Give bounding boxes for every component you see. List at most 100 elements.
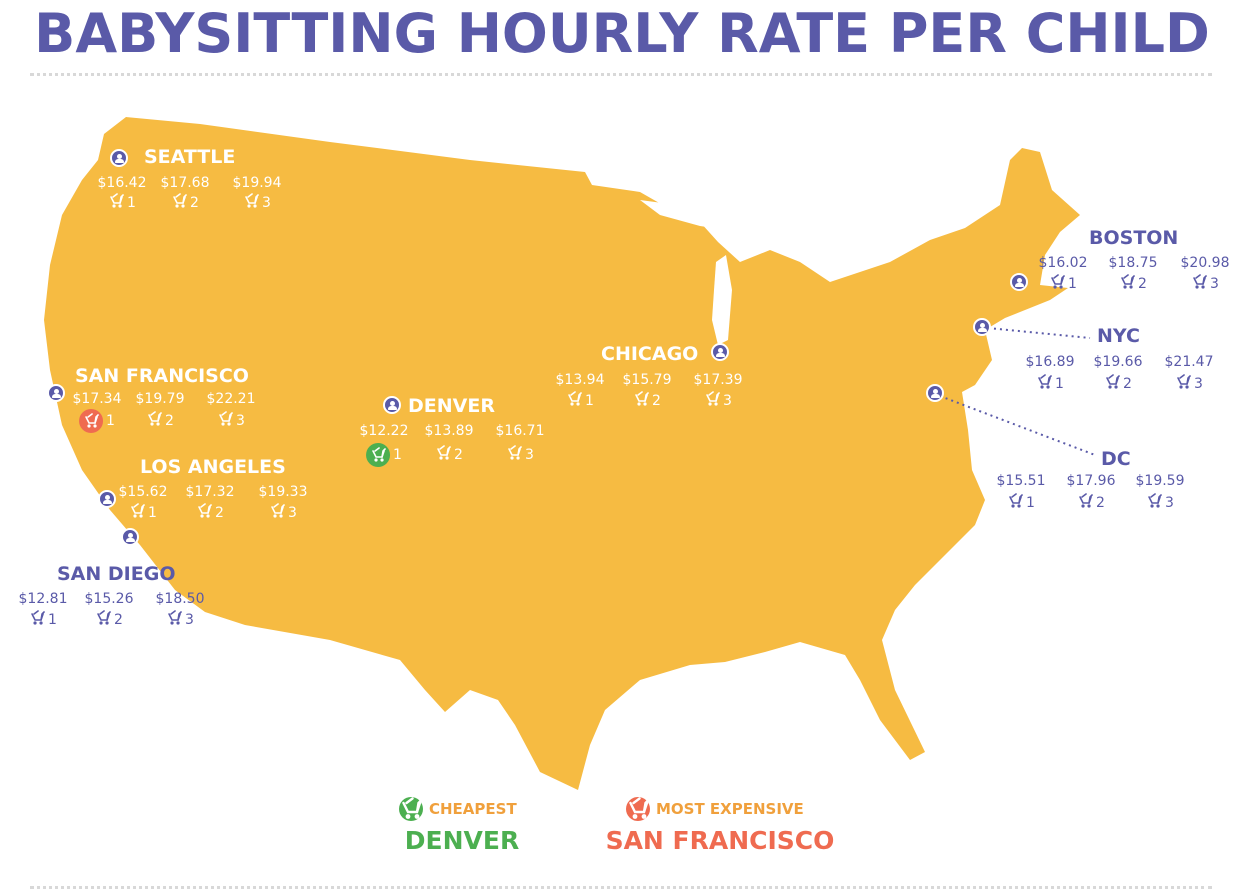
stroller-icon	[566, 391, 582, 411]
children-count-san-francisco-2: 2	[146, 411, 174, 431]
children-count-seattle-1: 1	[108, 193, 136, 213]
city-name-san-diego: SAN DIEGO	[57, 563, 176, 585]
stroller-icon	[269, 503, 285, 523]
stroller-icon	[1191, 274, 1207, 294]
children-count: 1	[148, 505, 157, 521]
person-pin-icon[interactable]	[121, 528, 139, 546]
person-pin-icon[interactable]	[98, 490, 116, 508]
price-san-francisco-2-child: $19.79	[135, 391, 185, 407]
person-pin-icon[interactable]	[973, 318, 991, 336]
price-denver-2-child: $13.89	[424, 423, 474, 439]
children-count: 1	[106, 413, 115, 429]
children-count: 1	[585, 393, 594, 409]
children-count-dc-2: 2	[1077, 493, 1105, 513]
legend-most-expensive-label: MOST EXPENSIVE	[656, 800, 804, 818]
city-name-nyc: NYC	[1097, 325, 1140, 347]
stroller-icon	[79, 409, 104, 433]
stroller-icon	[1104, 374, 1120, 394]
stroller-icon	[166, 610, 182, 630]
children-count: 2	[165, 413, 174, 429]
children-count-boston-1: 1	[1049, 274, 1077, 294]
price-los-angeles-2-child: $17.32	[185, 484, 235, 500]
person-pin-icon[interactable]	[110, 149, 128, 167]
price-san-diego-1-child: $12.81	[18, 591, 68, 607]
stroller-icon	[633, 391, 649, 411]
price-denver-3-child: $16.71	[495, 423, 545, 439]
person-pin-icon[interactable]	[383, 396, 401, 414]
stroller-icon	[435, 445, 451, 465]
children-count: 2	[652, 393, 661, 409]
children-count-san-diego-1: 1	[29, 610, 57, 630]
children-count: 3	[1210, 276, 1219, 292]
price-boston-1-child: $16.02	[1038, 255, 1088, 271]
stroller-icon	[108, 193, 124, 213]
price-san-francisco-1-child: $17.34	[72, 391, 122, 407]
price-nyc-1-child: $16.89	[1025, 354, 1075, 370]
children-count: 3	[723, 393, 732, 409]
stroller-icon	[1146, 493, 1162, 513]
stroller-icon	[704, 391, 720, 411]
children-count-chicago-2: 2	[633, 391, 661, 411]
children-count-dc-3: 3	[1146, 493, 1174, 513]
children-count: 1	[1068, 276, 1077, 292]
legend-cheapest-city: DENVER	[404, 826, 520, 855]
children-count: 2	[1096, 495, 1105, 511]
city-name-boston: BOSTON	[1089, 227, 1179, 249]
stroller-icon	[171, 193, 187, 213]
city-name-chicago: CHICAGO	[601, 343, 699, 365]
stroller-icon	[129, 503, 145, 523]
price-boston-2-child: $18.75	[1108, 255, 1158, 271]
stroller-icon	[506, 445, 522, 465]
stroller-icon	[1049, 274, 1065, 294]
children-count-denver-1: 1	[366, 443, 402, 467]
city-name-seattle: SEATTLE	[144, 146, 236, 168]
children-count-los-angeles-1: 1	[129, 503, 157, 523]
price-dc-1-child: $15.51	[996, 473, 1046, 489]
stroller-icon	[95, 610, 111, 630]
children-count-san-diego-2: 2	[95, 610, 123, 630]
children-count: 1	[127, 195, 136, 211]
bottom-divider	[30, 886, 1212, 889]
person-pin-icon[interactable]	[47, 384, 65, 402]
children-count-nyc-2: 2	[1104, 374, 1132, 394]
children-count: 1	[393, 447, 402, 463]
city-name-denver: DENVER	[408, 395, 495, 417]
stroller-icon	[366, 443, 391, 467]
children-count: 2	[1123, 376, 1132, 392]
legend-cheapest: CHEAPEST	[399, 797, 517, 821]
city-name-dc: DC	[1101, 448, 1131, 470]
price-seattle-3-child: $19.94	[232, 175, 282, 191]
children-count-chicago-3: 3	[704, 391, 732, 411]
us-map-shape	[44, 117, 1080, 790]
children-count: 3	[262, 195, 271, 211]
children-count-san-francisco-3: 3	[217, 411, 245, 431]
children-count: 2	[1138, 276, 1147, 292]
price-dc-2-child: $17.96	[1066, 473, 1116, 489]
children-count-seattle-3: 3	[243, 193, 271, 213]
children-count-nyc-1: 1	[1036, 374, 1064, 394]
lake-michigan	[712, 255, 732, 345]
price-dc-3-child: $19.59	[1135, 473, 1185, 489]
city-name-san-francisco: SAN FRANCISCO	[75, 365, 249, 387]
price-chicago-3-child: $17.39	[693, 372, 743, 388]
children-count-los-angeles-2: 2	[196, 503, 224, 523]
person-pin-icon[interactable]	[711, 343, 729, 361]
stroller-icon	[399, 797, 423, 821]
stroller-icon	[1175, 374, 1191, 394]
stroller-icon	[1119, 274, 1135, 294]
children-count: 2	[114, 612, 123, 628]
person-pin-icon[interactable]	[926, 384, 944, 402]
children-count: 1	[1055, 376, 1064, 392]
children-count: 3	[185, 612, 194, 628]
price-san-diego-3-child: $18.50	[155, 591, 205, 607]
legend-most-expensive-city: SAN FRANCISCO	[605, 826, 835, 855]
children-count-chicago-1: 1	[566, 391, 594, 411]
price-denver-1-child: $12.22	[359, 423, 409, 439]
stroller-icon	[29, 610, 45, 630]
stroller-icon	[1036, 374, 1052, 394]
price-los-angeles-1-child: $15.62	[118, 484, 168, 500]
children-count-boston-2: 2	[1119, 274, 1147, 294]
children-count-los-angeles-3: 3	[269, 503, 297, 523]
children-count: 3	[236, 413, 245, 429]
person-pin-icon[interactable]	[1010, 273, 1028, 291]
